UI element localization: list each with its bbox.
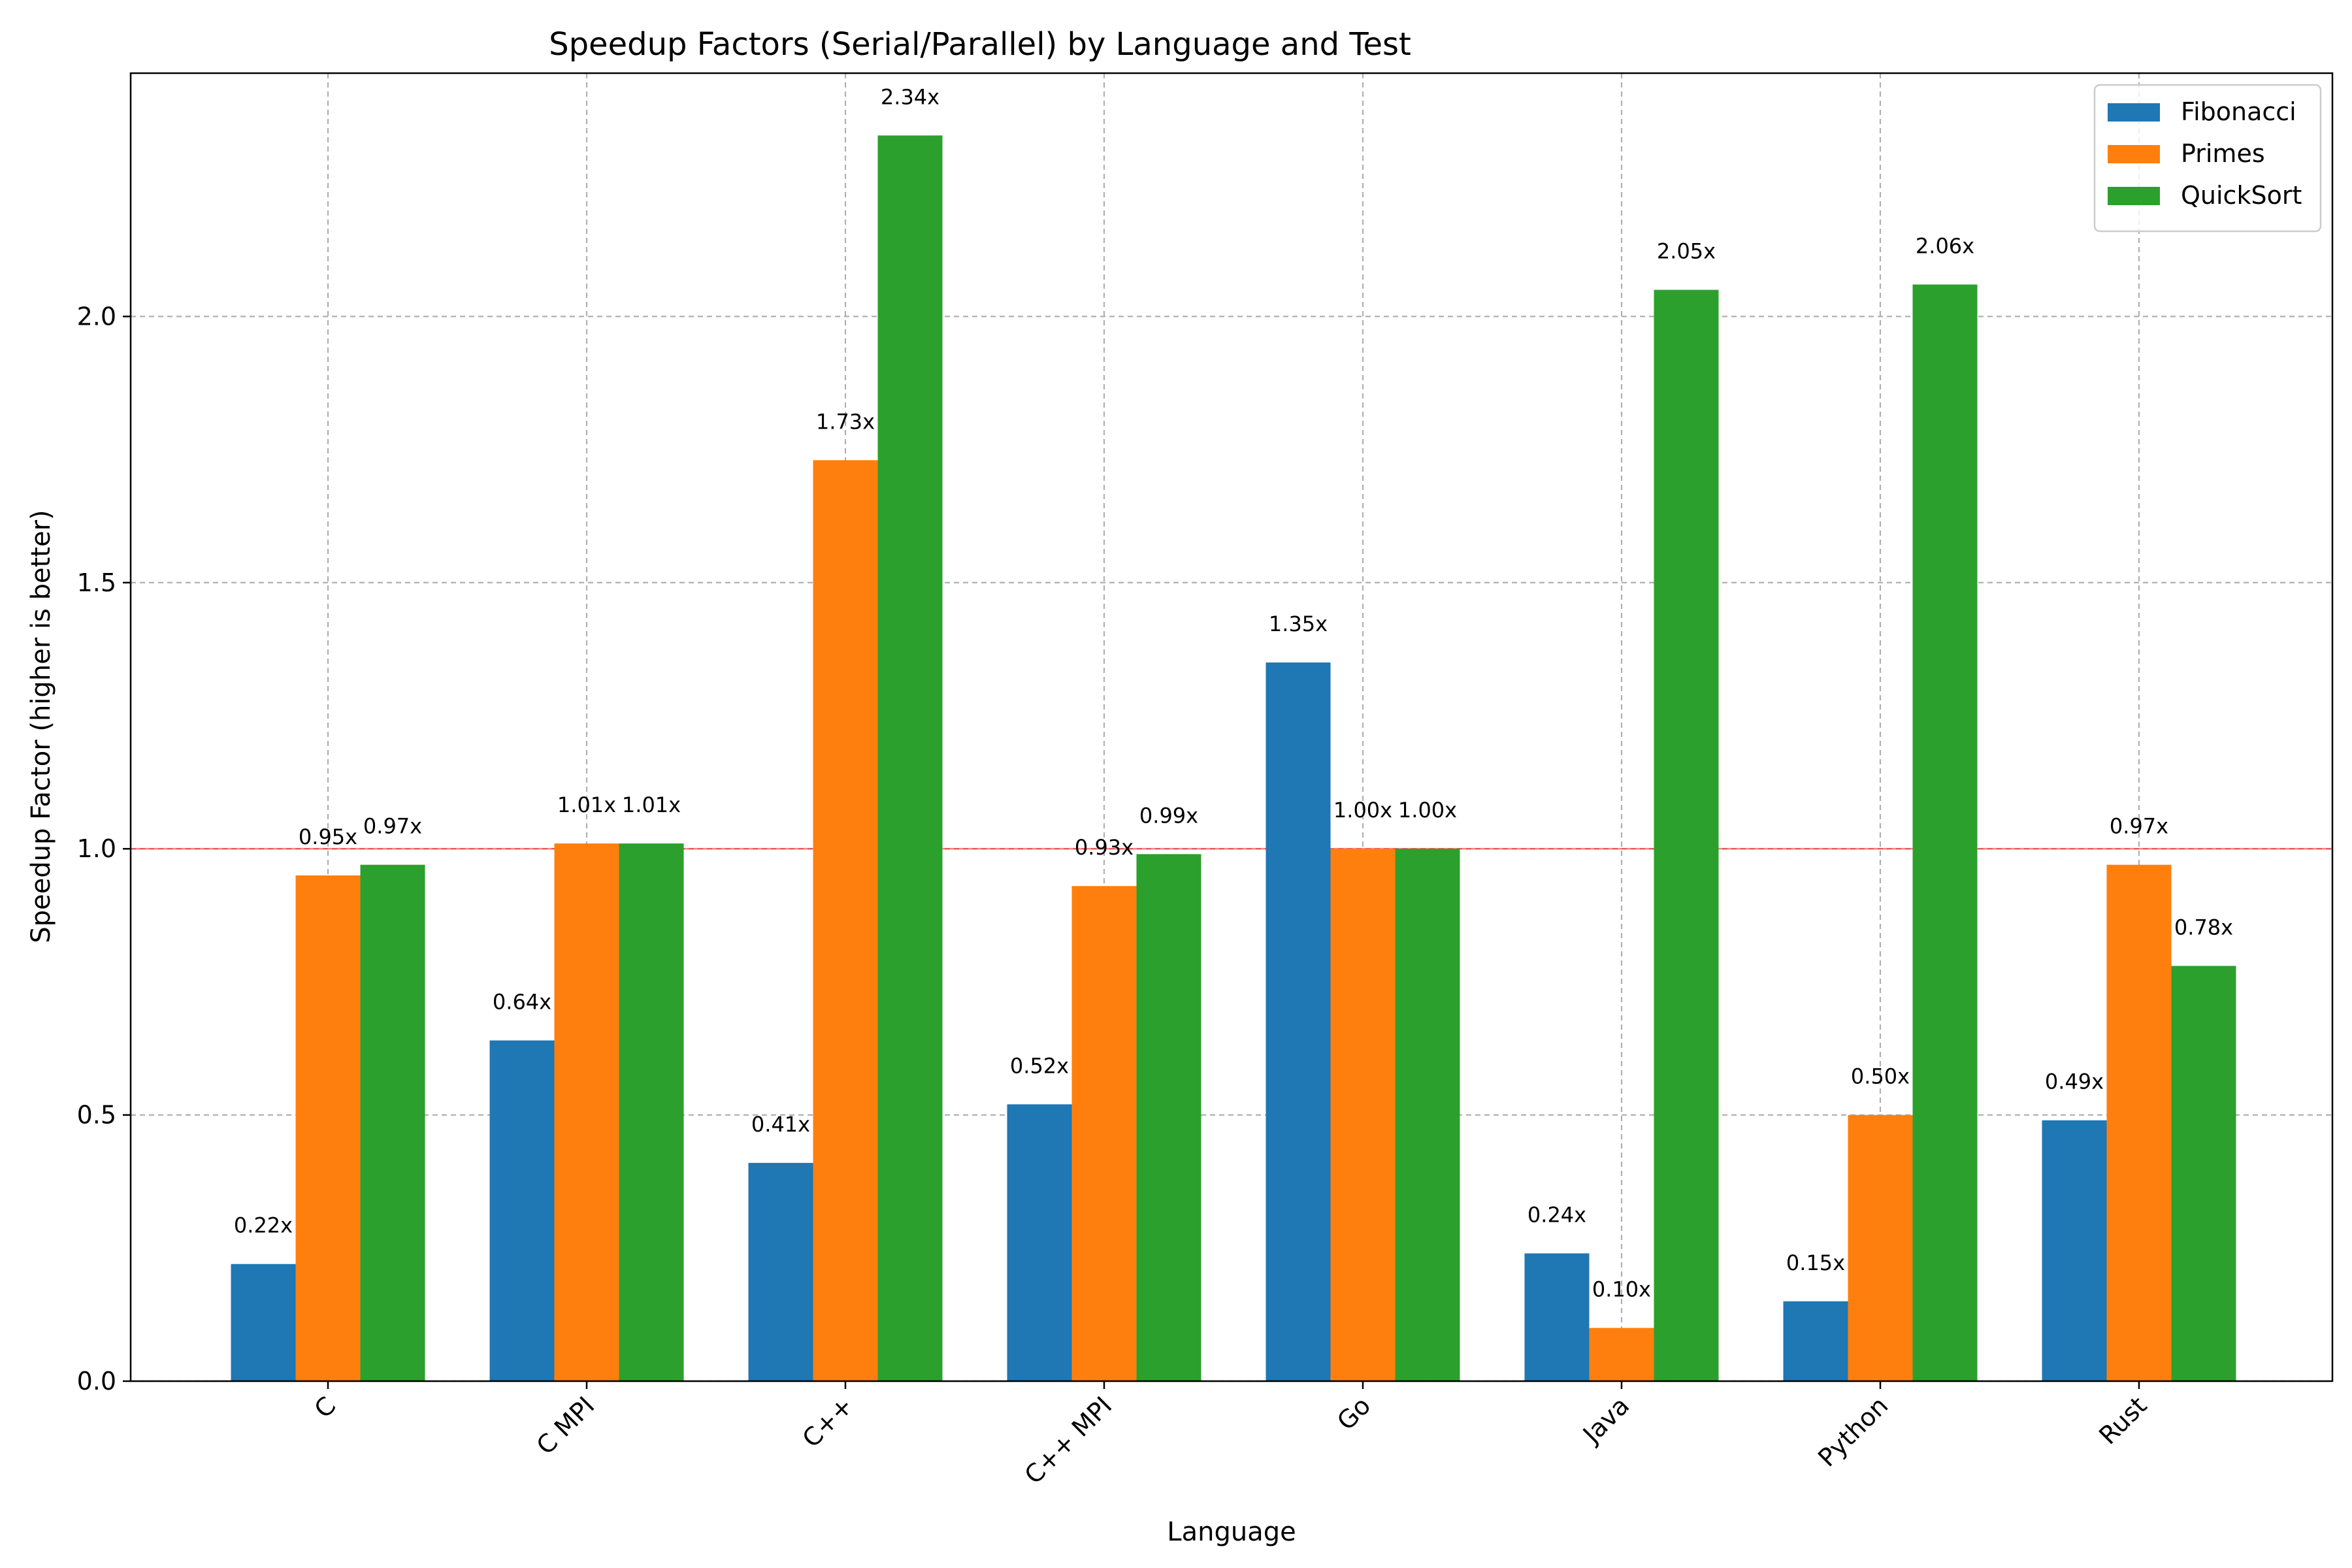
legend-swatch [2108, 145, 2160, 163]
bar-fibonacci-rust [2042, 1120, 2107, 1381]
x-tick-label: Python [1812, 1391, 1893, 1472]
data-label: 0.10x [1592, 1277, 1651, 1302]
x-axis-label: Language [1167, 1517, 1296, 1547]
bar-fibonacci-c-mpi [1007, 1104, 1072, 1381]
data-label: 0.24x [1527, 1202, 1586, 1227]
legend-swatch [2108, 187, 2160, 205]
bar-quicksort-python [1912, 284, 1978, 1382]
data-label: 0.50x [1851, 1064, 1910, 1089]
plot-area-frame [129, 72, 2334, 1382]
y-axis: 0.0 0.5 1.0 1.5 2.0 [77, 302, 131, 1396]
y-tick-label: 0.5 [77, 1101, 116, 1130]
bar-fibonacci-go [1266, 662, 1331, 1381]
x-axis: C C MPI C++ C++ MPI Go Java Python Rust [308, 1381, 2152, 1490]
bar-quicksort-go [1395, 849, 1460, 1381]
chart-title: Speedup Factors (Serial/Parallel) by Lan… [549, 26, 1411, 63]
data-label: 1.35x [1269, 612, 1328, 636]
bar-fibonacci-c-mpi [489, 1040, 555, 1381]
data-label: 0.52x [1010, 1053, 1069, 1078]
bar-primes-java [1589, 1328, 1654, 1381]
data-label: 0.78x [2174, 915, 2233, 939]
y-axis-label: Speedup Factor (higher is better) [26, 510, 56, 943]
legend-entry-label: Primes [2181, 139, 2265, 168]
data-label: 2.06x [1916, 233, 1974, 258]
data-label: 2.05x [1657, 239, 1716, 264]
bars-layer [231, 135, 2236, 1382]
data-label: 1.01x [622, 792, 681, 817]
data-label: 0.15x [1786, 1250, 1845, 1275]
bar-primes-rust [2106, 864, 2172, 1381]
legend-entry-label: Fibonacci [2181, 97, 2296, 126]
x-tick-label: C MPI [531, 1391, 600, 1460]
bar-primes-c-mpi [1071, 886, 1137, 1381]
data-labels-layer: 0.22x 0.64x 0.41x 0.52x 1.35x 0.24x 0.15x 0.49x… [234, 84, 2233, 1301]
bar-quicksort-c- [877, 135, 943, 1381]
x-tick-label: C++ MPI [1019, 1391, 1118, 1490]
data-label: 0.64x [493, 990, 551, 1015]
bar-fibonacci-c [231, 1264, 296, 1381]
bar-primes-c- [813, 460, 878, 1381]
data-label: 0.22x [234, 1213, 293, 1238]
legend: Fibonacci Primes QuickSort [2093, 84, 2322, 233]
data-label: 0.99x [1139, 803, 1198, 828]
x-tick-label: C++ [796, 1391, 858, 1453]
y-tick-label: 1.0 [77, 834, 116, 863]
bar-primes-c-mpi [554, 843, 619, 1381]
data-label: 1.00x [1333, 798, 1392, 823]
x-tick-label: Java [1576, 1391, 1635, 1449]
x-tick-label: Go [1331, 1391, 1376, 1435]
data-label: 0.97x [2110, 814, 2168, 839]
bar-quicksort-c-mpi [1136, 854, 1201, 1381]
data-label: 0.97x [363, 814, 422, 839]
bar-fibonacci-java [1524, 1253, 1590, 1381]
bar-primes-go [1330, 849, 1396, 1381]
y-tick-label: 1.5 [77, 568, 116, 597]
data-label: 2.34x [881, 84, 939, 109]
bar-primes-python [1848, 1115, 1913, 1381]
data-label: 0.41x [751, 1112, 810, 1137]
x-tick-label: Rust [2093, 1391, 2152, 1450]
data-label: 0.93x [1075, 835, 1134, 860]
bar-quicksort-java [1654, 289, 1719, 1381]
bar-fibonacci-c- [748, 1162, 813, 1381]
bar-quicksort-c-mpi [619, 843, 684, 1381]
grid-lines [131, 73, 2332, 1382]
data-label: 0.49x [2045, 1070, 2104, 1094]
legend-entry-label: QuickSort [2181, 181, 2302, 210]
legend-swatch [2108, 103, 2160, 122]
data-label: 1.00x [1398, 798, 1457, 823]
bar-fibonacci-python [1783, 1301, 1848, 1381]
y-tick-label: 0.0 [77, 1367, 116, 1396]
y-tick-label: 2.0 [77, 302, 116, 331]
data-label: 1.73x [816, 409, 875, 434]
bar-quicksort-rust [2171, 966, 2236, 1381]
data-label: 1.01x [557, 792, 616, 817]
bar-quicksort-c [360, 864, 425, 1381]
bar-primes-c [295, 875, 361, 1381]
x-tick-label: C [308, 1391, 341, 1424]
data-label: 0.95x [299, 825, 357, 849]
